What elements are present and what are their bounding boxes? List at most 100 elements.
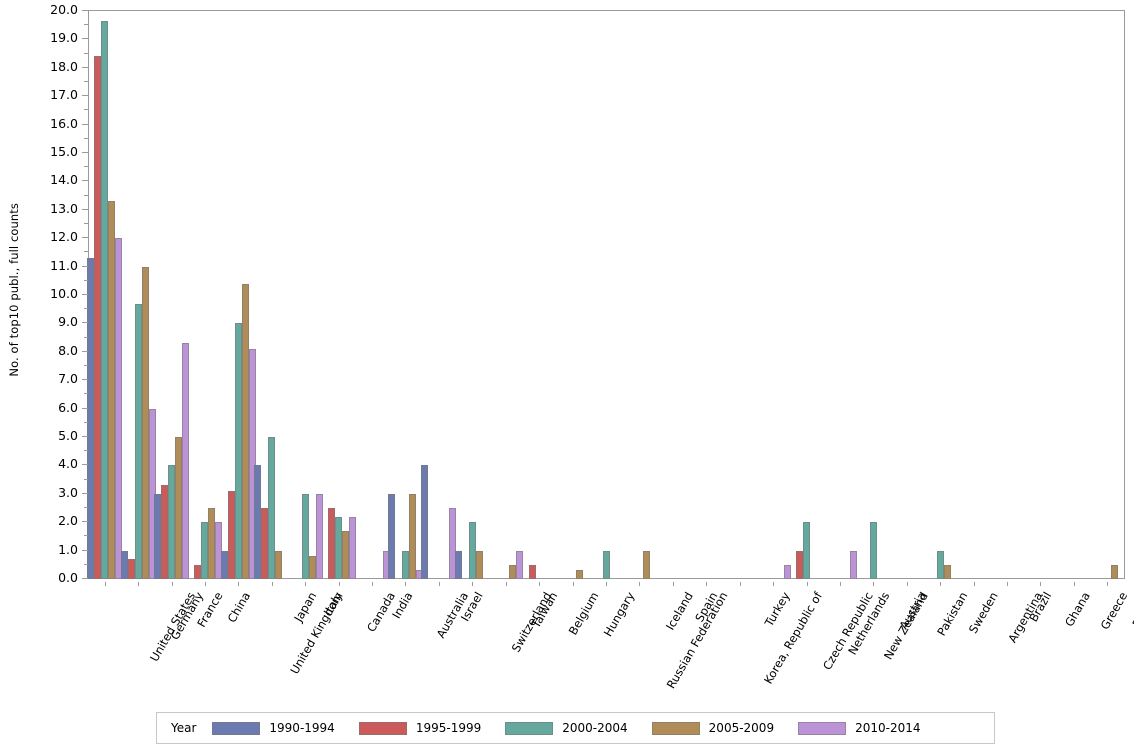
y-axis-tick: 18.0: [0, 59, 88, 74]
y-axis-tick-label: 0.0: [58, 570, 78, 585]
x-axis-tick-mark: [271, 582, 273, 586]
bar: [220, 550, 228, 579]
y-axis-tick: 5.0: [0, 428, 88, 443]
y-axis-tick-mark: [82, 152, 88, 153]
bar: [148, 408, 156, 579]
x-axis-tick-label: Turkey: [761, 589, 793, 629]
y-axis-tick-label: 17.0: [50, 87, 78, 103]
legend-label: 1995-1999: [415, 721, 482, 735]
y-axis-tick-mark: [82, 407, 88, 409]
y-axis-tick-label: 7.0: [58, 371, 78, 387]
y-axis-minor-tick-mark: [84, 393, 88, 395]
bar-group: [956, 11, 991, 579]
y-axis-minor-tick-mark: [84, 450, 88, 452]
bar-group: [689, 11, 724, 579]
y-axis-tick: 2.0: [0, 513, 88, 528]
legend-swatch: [505, 721, 554, 735]
legend-entry[interactable]: 1995-1999: [358, 721, 482, 735]
y-axis-tick-mark: [82, 379, 88, 381]
x-axis-tick-label: Italy: [320, 589, 346, 619]
y-axis-tick-mark: [82, 294, 88, 295]
y-axis-tick-mark: [82, 265, 88, 267]
bar: [208, 508, 216, 579]
x-axis-tick-mark: [204, 582, 206, 586]
bar-group: [1090, 11, 1125, 579]
bar-group: [1023, 11, 1058, 579]
y-axis-minor-tick: [0, 52, 88, 54]
y-axis-tick: 7.0: [0, 371, 88, 386]
bar: [215, 522, 223, 579]
y-axis-tick: 6.0: [0, 400, 88, 415]
y-axis-tick-mark: [82, 549, 88, 551]
bar: [803, 522, 811, 579]
y-axis-tick-label: 19.0: [50, 30, 78, 46]
y-axis-tick-label: 14.0: [50, 172, 78, 188]
x-axis-tick-mark: [472, 582, 474, 586]
bar: [516, 550, 524, 579]
y-axis-tick: 15.0: [0, 144, 88, 159]
legend-swatch: [798, 721, 847, 735]
y-axis-minor-tick-mark: [84, 507, 88, 508]
y-axis-tick-label: 12.0: [50, 229, 78, 245]
bar: [1110, 564, 1118, 579]
legend-entry[interactable]: 1990-1994: [212, 721, 335, 735]
bar: [254, 465, 262, 579]
y-axis-minor-tick-mark: [84, 24, 88, 26]
bar: [387, 493, 395, 579]
y-axis-tick: 12.0: [0, 229, 88, 244]
legend-entry[interactable]: 2010-2014: [798, 721, 921, 735]
bar: [783, 564, 791, 579]
x-axis-tick-mark: [405, 582, 407, 586]
y-axis-tick: 9.0: [0, 314, 88, 329]
x-axis-tick-mark: [305, 582, 307, 586]
bar: [161, 485, 169, 579]
y-axis-minor-tick: [0, 336, 88, 338]
bar: [468, 522, 476, 579]
x-axis-tick-mark: [873, 582, 875, 586]
x-axis-tick-mark: [338, 582, 340, 586]
y-axis-tick-mark: [82, 492, 88, 494]
y-axis-tick-mark: [82, 436, 88, 437]
bar: [134, 303, 142, 579]
bar-group: [288, 11, 323, 579]
y-axis-tick-label: 11.0: [50, 257, 78, 273]
y-axis-tick-mark: [82, 10, 88, 11]
y-axis-minor-tick: [0, 24, 88, 26]
y-axis-tick-mark: [82, 237, 88, 239]
bar-group: [990, 11, 1025, 579]
y-axis-minor-tick: [0, 308, 88, 310]
x-axis-tick-label: Pakistan: [933, 589, 971, 639]
bar: [936, 550, 944, 579]
bar: [335, 516, 343, 579]
y-axis-minor-tick-mark: [84, 336, 88, 338]
y-axis-tick-mark: [82, 95, 88, 97]
legend-entry[interactable]: 2005-2009: [651, 721, 774, 735]
bar: [201, 522, 209, 579]
y-axis-tick-mark: [82, 521, 88, 523]
bar: [943, 564, 951, 579]
bar: [349, 516, 357, 579]
legend-entry[interactable]: 2000-2004: [505, 721, 628, 735]
x-axis-tick-mark: [1007, 582, 1009, 586]
y-axis-minor-tick-mark: [84, 535, 88, 537]
x-axis-tick-label: China: [224, 589, 254, 625]
x-axis-tick-label: Ghana: [1062, 589, 1094, 630]
y-axis-minor-tick-mark: [84, 223, 88, 224]
y-axis-minor-tick-mark: [84, 308, 88, 310]
bar: [642, 550, 650, 579]
y-axis-minor-tick-mark: [84, 137, 88, 139]
x-axis-tick-mark: [505, 582, 507, 586]
bar-group: [589, 11, 624, 579]
y-axis-tick-label: 16.0: [50, 115, 78, 131]
bar: [421, 465, 429, 579]
y-axis-tick-mark: [82, 123, 88, 125]
x-axis-tick-mark: [372, 582, 374, 586]
x-axis-tick-mark: [1107, 582, 1109, 586]
bar-group: [555, 11, 590, 579]
y-axis-tick-label: 15.0: [50, 144, 78, 159]
bar: [101, 20, 109, 579]
y-axis-tick-label: 9.0: [58, 314, 78, 330]
y-axis-tick-label: 1.0: [58, 541, 78, 557]
bar: [261, 508, 269, 579]
